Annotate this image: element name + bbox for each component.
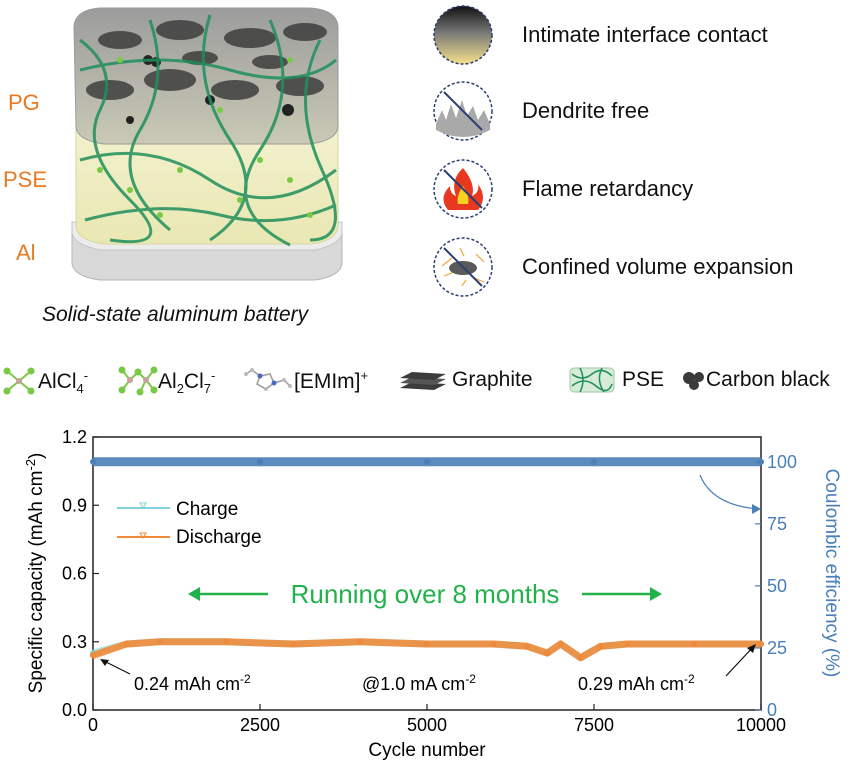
data-point xyxy=(223,638,230,645)
series-discharge xyxy=(91,638,761,662)
chart-legend: Charge Discharge xyxy=(117,499,262,548)
y2-tick-label: 75 xyxy=(767,514,787,534)
y-tick-label: 0.3 xyxy=(62,632,87,652)
efficiency-arrow xyxy=(699,474,759,510)
data-point xyxy=(557,641,564,648)
x-tick-label: 5000 xyxy=(407,715,447,735)
feature-interface: Intimate interface contact xyxy=(432,4,842,66)
legend-al2cl7: Al2Cl7- xyxy=(158,368,216,397)
gradient-interface-icon xyxy=(433,5,493,65)
data-point xyxy=(691,641,698,648)
feature-label: Confined volume expansion xyxy=(522,254,794,279)
legend-emim: [EMIm]+ xyxy=(294,368,369,393)
layer-label-pse: PSE xyxy=(3,167,48,192)
data-point xyxy=(524,643,531,650)
data-point xyxy=(123,641,130,648)
data-point xyxy=(257,458,263,465)
data-point xyxy=(490,641,497,648)
end-capacity-label: 0.29 mAh cm-2 xyxy=(578,672,695,694)
data-point xyxy=(424,641,430,648)
flame-crossed-icon xyxy=(433,159,493,219)
x-tick-label: 10000 xyxy=(736,715,786,735)
cycling-chart: 0 2500 5000 7500 10000 0.0 0.3 0.6 0.9 1.2 0 25 50… xyxy=(23,427,843,761)
species-legend: AlCl4- Al2Cl7- [EMIm]+ Graphite PSE Carb… xyxy=(0,362,850,398)
x-axis-label: Cycle number xyxy=(368,740,486,761)
data-point xyxy=(758,641,764,648)
y-tick-label: 0.0 xyxy=(62,700,87,720)
schematic-caption: Solid-state aluminum battery xyxy=(42,303,309,326)
carbon-black-icon xyxy=(683,372,704,390)
x-axis: 0 2500 5000 7500 10000 xyxy=(88,704,786,735)
feature-dendrite: Dendrite free xyxy=(432,80,842,142)
layer-label-pg: PG xyxy=(8,90,40,115)
graphite-stack-icon xyxy=(400,372,446,390)
feature-label: Intimate interface contact xyxy=(522,22,768,47)
data-point xyxy=(577,654,584,661)
legend-alcl4: AlCl4- xyxy=(38,368,89,397)
end-arrow xyxy=(725,645,755,677)
y2-tick-label: 100 xyxy=(767,452,797,472)
x-tick-label: 7500 xyxy=(574,715,614,735)
dendrite-crossed-icon xyxy=(433,81,493,141)
banner-text: Running over 8 months xyxy=(291,579,560,609)
legend-discharge: Discharge xyxy=(176,527,262,548)
feature-label: Flame retardancy xyxy=(522,176,694,201)
legend-carbon-black: Carbon black xyxy=(706,368,830,391)
legend-charge: Charge xyxy=(176,499,238,520)
x-tick-label: 0 xyxy=(88,715,98,735)
data-point xyxy=(90,652,96,659)
feature-label: Dendrite free xyxy=(522,98,650,123)
data-point xyxy=(758,458,764,465)
al2cl7-molecule-icon xyxy=(118,366,158,396)
data-point xyxy=(424,458,430,465)
y-axis-right: 0 25 50 75 100 xyxy=(755,452,797,720)
start-capacity-label: 0.24 mAh cm-2 xyxy=(134,672,251,694)
running-banner: Running over 8 months xyxy=(188,579,662,609)
data-point xyxy=(597,643,604,650)
data-point xyxy=(90,458,96,465)
y-axis-left: 0.0 0.3 0.6 0.9 1.2 xyxy=(62,427,99,720)
x-tick-label: 2500 xyxy=(240,715,280,735)
emim-molecule-icon xyxy=(244,368,292,391)
y-tick-label: 1.2 xyxy=(62,427,87,447)
layer-label-al: Al xyxy=(16,240,36,265)
series-layer xyxy=(90,457,764,662)
alcl4-molecule-icon xyxy=(3,367,35,395)
y2-tick-label: 50 xyxy=(767,576,787,596)
y2-axis-label: Coulombic efficiency (%) xyxy=(821,469,842,678)
legend-pse: PSE xyxy=(622,368,665,391)
rate-label: @1.0 mA cm-2 xyxy=(362,672,476,694)
data-point xyxy=(290,641,297,648)
battery-schematic xyxy=(71,7,343,281)
plot-frame xyxy=(92,436,762,711)
data-point xyxy=(591,458,597,465)
y-tick-label: 0.6 xyxy=(62,564,87,584)
y-axis-label: Specific capacity (mAh cm-2) xyxy=(23,453,48,694)
legend-graphite: Graphite xyxy=(452,368,533,391)
y2-tick-label: 0 xyxy=(767,700,777,720)
y2-tick-label: 25 xyxy=(767,638,787,658)
data-point xyxy=(544,650,551,657)
data-point xyxy=(357,638,364,645)
data-point xyxy=(156,638,163,645)
feature-expansion: Confined volume expansion xyxy=(432,236,842,298)
expansion-crossed-icon xyxy=(433,237,493,297)
data-point xyxy=(624,641,631,648)
feature-flame: Flame retardancy xyxy=(432,158,842,220)
pse-network-icon xyxy=(569,367,615,393)
y-tick-label: 0.9 xyxy=(62,495,87,515)
